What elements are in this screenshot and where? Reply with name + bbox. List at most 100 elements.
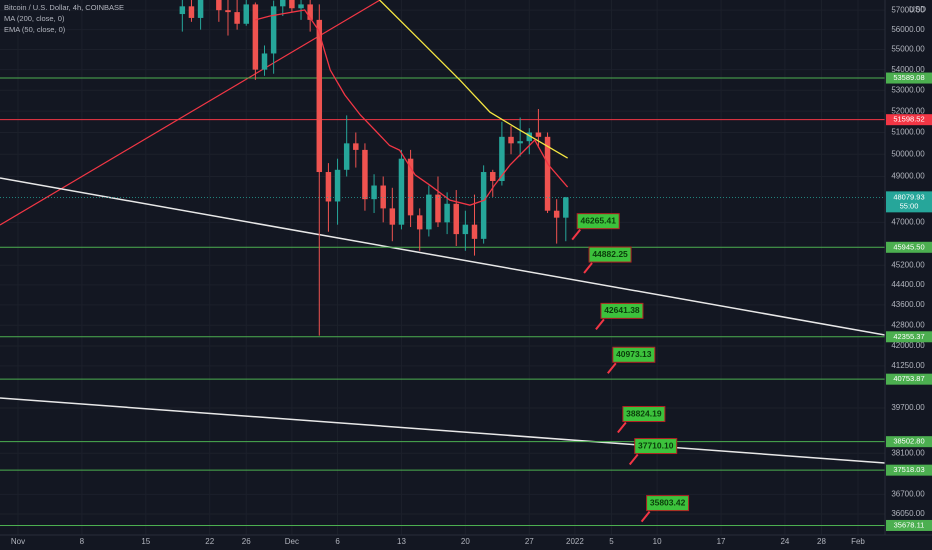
- indicator-line: [379, 0, 568, 159]
- level-label-box: [886, 436, 932, 448]
- x-tick-label: 2022: [566, 537, 584, 546]
- annotation-box: [576, 213, 620, 230]
- x-tick-label: 27: [525, 537, 534, 546]
- level-label-box: [886, 464, 932, 476]
- level-label-box: [886, 114, 932, 126]
- candle-body: [398, 158, 405, 225]
- x-tick-label: 20: [461, 537, 470, 546]
- y-tick-label: 47000.00: [891, 217, 925, 226]
- candle-body: [353, 143, 359, 150]
- y-tick-label: 51000.00: [891, 128, 925, 137]
- candle-body: [490, 172, 496, 182]
- level-label-box: [886, 241, 932, 253]
- x-tick-label: 17: [717, 537, 726, 546]
- y-tick-label: 54000.00: [891, 65, 925, 74]
- x-tick-label: 24: [780, 537, 789, 546]
- annotation-box: [622, 406, 666, 423]
- candle-body: [462, 224, 469, 235]
- y-tick-label: 49000.00: [891, 172, 925, 181]
- y-tick-label: 39700.00: [891, 403, 925, 412]
- legend-entry: EMA (50, close, 0): [4, 25, 66, 34]
- x-tick-label: 15: [141, 537, 150, 546]
- y-tick-label: 45200.00: [891, 260, 925, 269]
- candle-body: [444, 203, 450, 223]
- level-label-box: [886, 72, 932, 84]
- annotation-pointer: [571, 229, 581, 241]
- level-label: 37518.03: [893, 465, 924, 474]
- candle-body: [270, 6, 277, 54]
- y-tick-label: 52000.00: [891, 106, 925, 115]
- candle-body: [435, 194, 441, 223]
- y-tick-label: 41250.00: [891, 361, 925, 370]
- annotation-label: 46265.41: [580, 215, 616, 225]
- y-tick-label: 36050.00: [891, 509, 925, 518]
- legend: Bitcoin / U.S. Dollar, 4h, COINBASE MA (…: [4, 3, 124, 34]
- level-label: 45945.50: [893, 242, 924, 251]
- indicator-line: [255, 9, 569, 206]
- countdown-label: 55:00: [900, 201, 919, 210]
- candle-body: [389, 208, 396, 225]
- candle-body: [343, 143, 350, 170]
- annotation-box: [588, 246, 632, 263]
- candle-body: [544, 136, 551, 211]
- current-price-label: 48079.93: [893, 192, 924, 201]
- candle-body: [234, 12, 240, 24]
- y-tick-label: 42800.00: [891, 320, 925, 329]
- candle-body: [526, 132, 533, 142]
- candle-body: [362, 149, 368, 200]
- annotation-label: 40973.13: [616, 349, 652, 359]
- candle-body: [243, 4, 249, 24]
- candle-body: [407, 158, 414, 216]
- overlay: 53589.08 51598.52 45945.50 42355.37 40753.87…: [571, 72, 932, 531]
- annotation-pointer: [628, 453, 639, 466]
- x-tick-label: 22: [205, 537, 214, 546]
- candle-body: [197, 0, 204, 18]
- x-tick-label: 8: [80, 537, 85, 546]
- trendline: [0, 397, 885, 464]
- annotation-label: 35803.42: [650, 497, 686, 507]
- current-price-box: [886, 191, 932, 213]
- currency-label: USD: [909, 5, 926, 14]
- candle-body: [289, 0, 295, 9]
- candle-body: [261, 53, 268, 70]
- candle-body: [280, 0, 286, 7]
- legend-entry: MA (200, close, 0): [4, 14, 65, 23]
- y-tick-label: 42000.00: [891, 341, 925, 350]
- level-label-box: [886, 373, 932, 385]
- annotation-pointer: [583, 262, 593, 274]
- y-tick-label: 55000.00: [891, 45, 925, 54]
- chart-title: Bitcoin / U.S. Dollar, 4h, COINBASE: [4, 3, 124, 12]
- candle-body: [480, 172, 487, 239]
- candle-body: [252, 4, 259, 70]
- candle-body: [325, 172, 332, 202]
- level-label: 53589.08: [893, 73, 924, 82]
- candle-body: [225, 10, 231, 13]
- candle-body: [563, 197, 569, 218]
- candle-body: [416, 215, 423, 230]
- y-tick-label: 44400.00: [891, 280, 925, 289]
- x-tick-label: 28: [817, 537, 826, 546]
- plot-area: [0, 0, 885, 526]
- candle-body: [453, 203, 459, 235]
- annotation-pointer: [617, 421, 627, 434]
- annotation-label: 44882.25: [592, 249, 628, 259]
- axes: 57000.00 56000.00 55000.00 54000.00 53000.00…: [11, 5, 925, 546]
- candle-body: [426, 194, 432, 230]
- level-label-box: [886, 331, 932, 343]
- candle-body: [508, 136, 514, 144]
- x-tick-label: 26: [242, 537, 251, 546]
- candle-body: [307, 4, 313, 20]
- y-tick-label: 56000.00: [891, 25, 925, 34]
- level-label-box: [886, 519, 932, 531]
- level-label: 42355.37: [893, 332, 924, 341]
- candle-body: [179, 6, 186, 15]
- level-label: 40753.87: [893, 374, 924, 383]
- candle-body: [298, 4, 304, 9]
- candle-body: [316, 19, 323, 173]
- annotation-label: 42641.38: [604, 305, 640, 315]
- trendline: [0, 177, 885, 336]
- x-tick-label: 6: [335, 537, 340, 546]
